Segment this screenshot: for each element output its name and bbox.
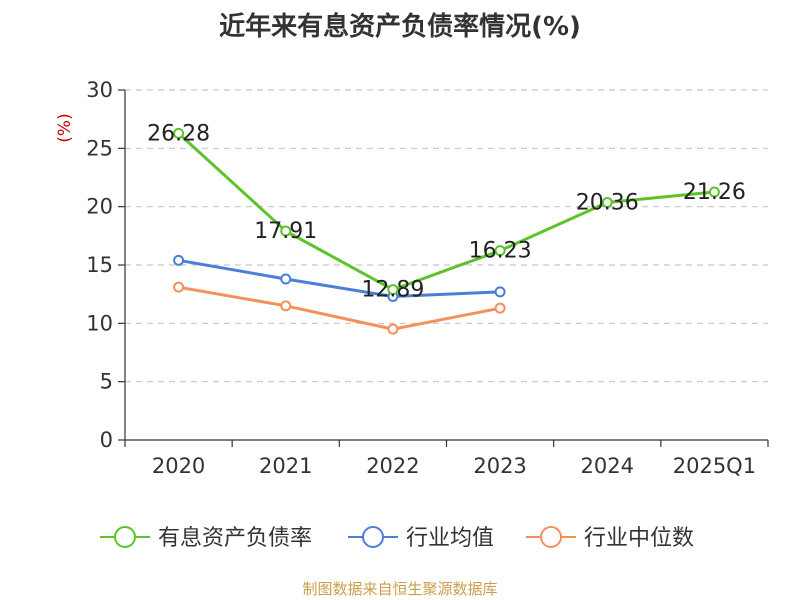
data-point (173, 281, 185, 293)
y-tick-label: 0 (100, 428, 113, 452)
chart-title: 近年来有息资产负债率情况(%) (219, 12, 581, 42)
data-point (280, 300, 292, 312)
y-tick-label: 30 (86, 78, 113, 102)
series-line (178, 285, 501, 331)
x-tick-label: 2023 (473, 454, 526, 478)
data-label: 16.23 (469, 239, 532, 264)
series-layer (173, 127, 720, 335)
data-point (494, 286, 506, 298)
data-point (601, 196, 613, 208)
y-axis-label: (%) (55, 113, 75, 142)
x-tick-label: 2022 (366, 454, 419, 478)
data-labels: 26.28 17.91 12.89 16.23 20.36 21.26 (147, 121, 746, 302)
x-tick-label: 2020 (152, 454, 205, 478)
series-line (178, 258, 501, 298)
data-point (280, 225, 292, 237)
y-tick-label: 10 (86, 311, 113, 335)
x-tick-label: 2024 (581, 454, 634, 478)
y-tick-label: 5 (100, 370, 113, 394)
legend-marker (540, 526, 562, 548)
data-label: 12.89 (361, 278, 424, 303)
data-point (280, 273, 292, 285)
source-note: 制图数据来自恒生聚源数据库 (302, 580, 498, 598)
legend-label: 行业均值 (406, 526, 494, 551)
data-label: 17.91 (254, 219, 317, 244)
axes: 0 5 10 15 20 25 30 2020 2021 2022 2023 2024 2025Q1 (86, 78, 769, 478)
data-point (387, 323, 399, 335)
data-point (494, 302, 506, 314)
legend-label: 行业中位数 (584, 526, 694, 551)
legend-label: 有息资产负债率 (158, 526, 312, 551)
data-label: 21.26 (683, 180, 746, 205)
legend-marker (362, 526, 384, 548)
data-point (173, 127, 185, 139)
x-tick-label: 2025Q1 (673, 454, 756, 478)
data-point (387, 284, 399, 296)
legend-marker (114, 526, 136, 548)
grid-lines (125, 89, 768, 383)
data-point (494, 245, 506, 257)
data-label: 20.36 (576, 190, 639, 215)
y-tick-label: 15 (86, 253, 113, 277)
data-label: 26.28 (147, 121, 210, 146)
legend: 有息资产负债率 行业均值 行业中位数 (100, 526, 694, 551)
data-point (173, 254, 185, 266)
series-line (177, 132, 715, 292)
y-tick-label: 20 (86, 195, 113, 219)
x-tick-label: 2021 (259, 454, 312, 478)
data-point (708, 186, 720, 198)
y-tick-label: 25 (86, 136, 113, 160)
